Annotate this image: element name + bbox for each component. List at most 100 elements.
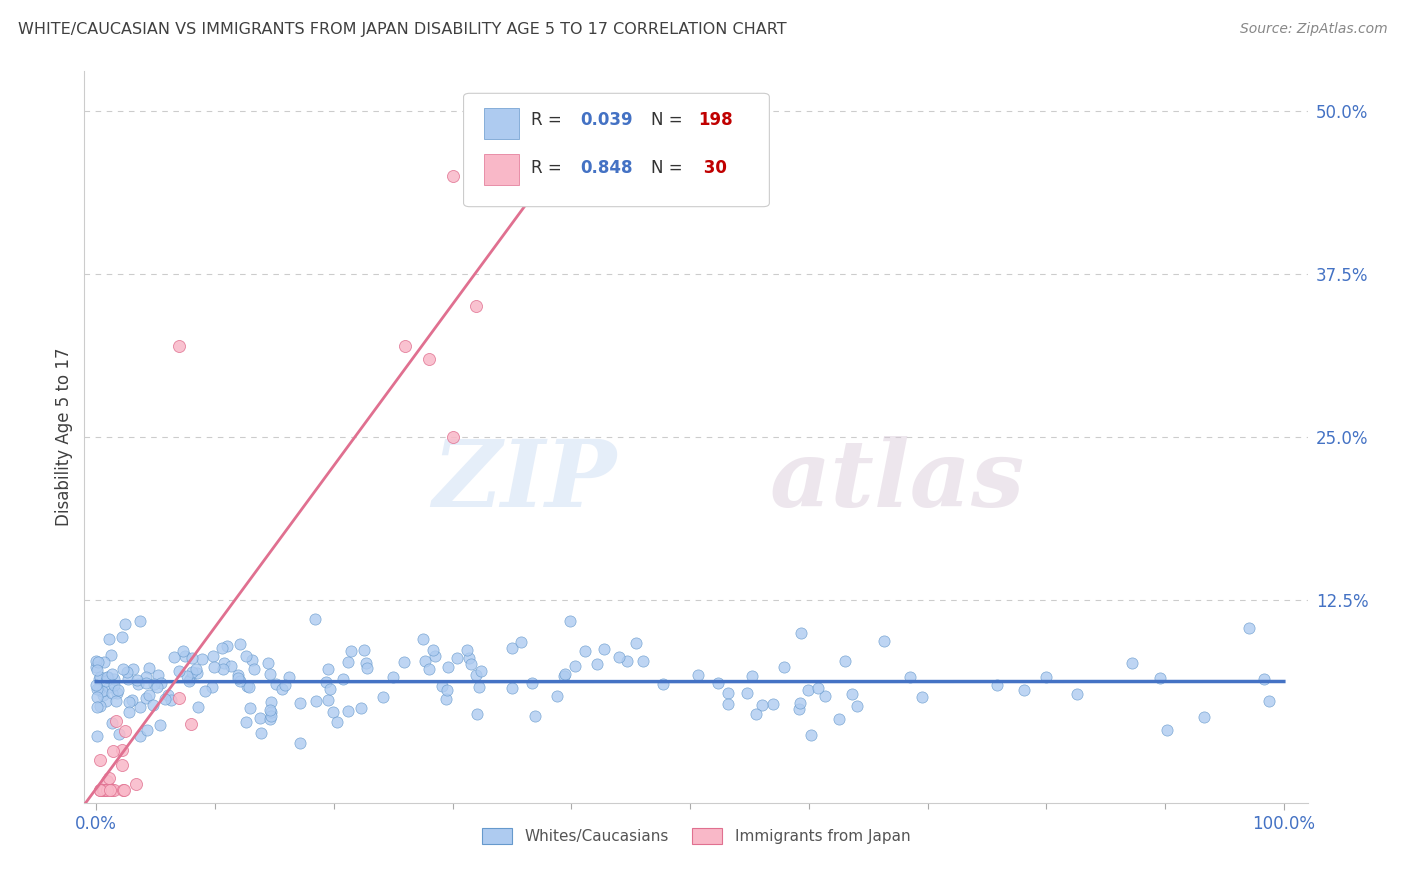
Point: [807, 681, 830, 695]
Point: [169, 339, 191, 353]
Point: [652, 677, 675, 691]
Point: [800, 729, 823, 743]
Point: [181, 665, 204, 679]
Point: [356, 661, 378, 675]
Point: [249, 711, 271, 725]
Point: [162, 650, 184, 665]
Text: ZIP: ZIP: [432, 436, 616, 526]
Point: [96, 674, 118, 689]
Point: [717, 697, 740, 711]
Point: [898, 670, 921, 684]
Point: [138, 661, 160, 675]
Point: [717, 686, 740, 700]
Point: [1192, 710, 1215, 724]
Point: [337, 704, 360, 718]
Point: [142, 677, 165, 691]
Point: [464, 668, 486, 682]
Point: [176, 669, 198, 683]
Point: [169, 691, 191, 706]
Point: [1012, 683, 1035, 698]
Point: [288, 696, 311, 710]
Point: [96, 773, 118, 788]
Point: [186, 662, 208, 676]
Point: [101, 782, 124, 797]
Point: [148, 667, 170, 681]
Point: [135, 670, 157, 684]
Point: [103, 672, 125, 686]
Point: [787, 702, 810, 716]
Point: [180, 717, 202, 731]
Point: [167, 664, 190, 678]
Point: [228, 673, 250, 688]
Point: [242, 662, 264, 676]
Point: [190, 652, 212, 666]
Point: [911, 690, 934, 704]
Point: [441, 430, 464, 444]
Point: [181, 651, 204, 665]
Point: [315, 675, 337, 690]
Point: [465, 300, 488, 314]
Point: [304, 694, 326, 708]
Point: [202, 660, 225, 674]
Point: [138, 688, 160, 702]
Point: [115, 665, 138, 679]
Point: [111, 757, 134, 772]
Point: [326, 714, 349, 729]
Point: [118, 695, 141, 709]
Point: [468, 680, 491, 694]
Point: [187, 699, 209, 714]
Point: [97, 670, 120, 684]
Point: [108, 727, 131, 741]
Point: [101, 667, 124, 681]
FancyBboxPatch shape: [484, 108, 519, 138]
Point: [322, 705, 344, 719]
Point: [142, 698, 165, 712]
Point: [84, 660, 107, 674]
Point: [111, 662, 134, 676]
Point: [96, 694, 118, 708]
Point: [194, 684, 217, 698]
Text: WHITE/CAUCASIAN VS IMMIGRANTS FROM JAPAN DISABILITY AGE 5 TO 17 CORRELATION CHAR: WHITE/CAUCASIAN VS IMMIGRANTS FROM JAPAN…: [18, 22, 787, 37]
Point: [117, 672, 139, 686]
Point: [501, 681, 523, 695]
Point: [745, 706, 768, 721]
Point: [214, 656, 236, 670]
Point: [239, 700, 262, 714]
Text: 0.039: 0.039: [579, 112, 633, 129]
Point: [456, 643, 478, 657]
Point: [546, 689, 568, 703]
Point: [135, 723, 157, 737]
Point: [553, 669, 575, 683]
Text: R =: R =: [531, 159, 567, 177]
Point: [219, 659, 242, 673]
Point: [688, 668, 710, 682]
Point: [1121, 657, 1143, 671]
Point: [564, 659, 586, 673]
Point: [153, 692, 176, 706]
Point: [762, 697, 785, 711]
Point: [101, 744, 124, 758]
Point: [93, 655, 115, 669]
Point: [129, 729, 152, 743]
Point: [607, 650, 630, 665]
Point: [434, 692, 457, 706]
Point: [260, 706, 283, 720]
Point: [87, 681, 110, 696]
Point: [98, 771, 121, 785]
Point: [101, 715, 124, 730]
Point: [114, 724, 136, 739]
Point: [105, 686, 128, 700]
Point: [125, 673, 148, 687]
Text: 198: 198: [699, 112, 733, 129]
Text: N =: N =: [651, 112, 688, 129]
Point: [422, 642, 444, 657]
Point: [135, 676, 157, 690]
Point: [89, 753, 111, 767]
Point: [707, 676, 730, 690]
Point: [100, 686, 122, 700]
Point: [98, 782, 121, 797]
Point: [413, 654, 436, 668]
Point: [103, 678, 125, 692]
Point: [458, 650, 481, 665]
Point: [91, 782, 114, 797]
